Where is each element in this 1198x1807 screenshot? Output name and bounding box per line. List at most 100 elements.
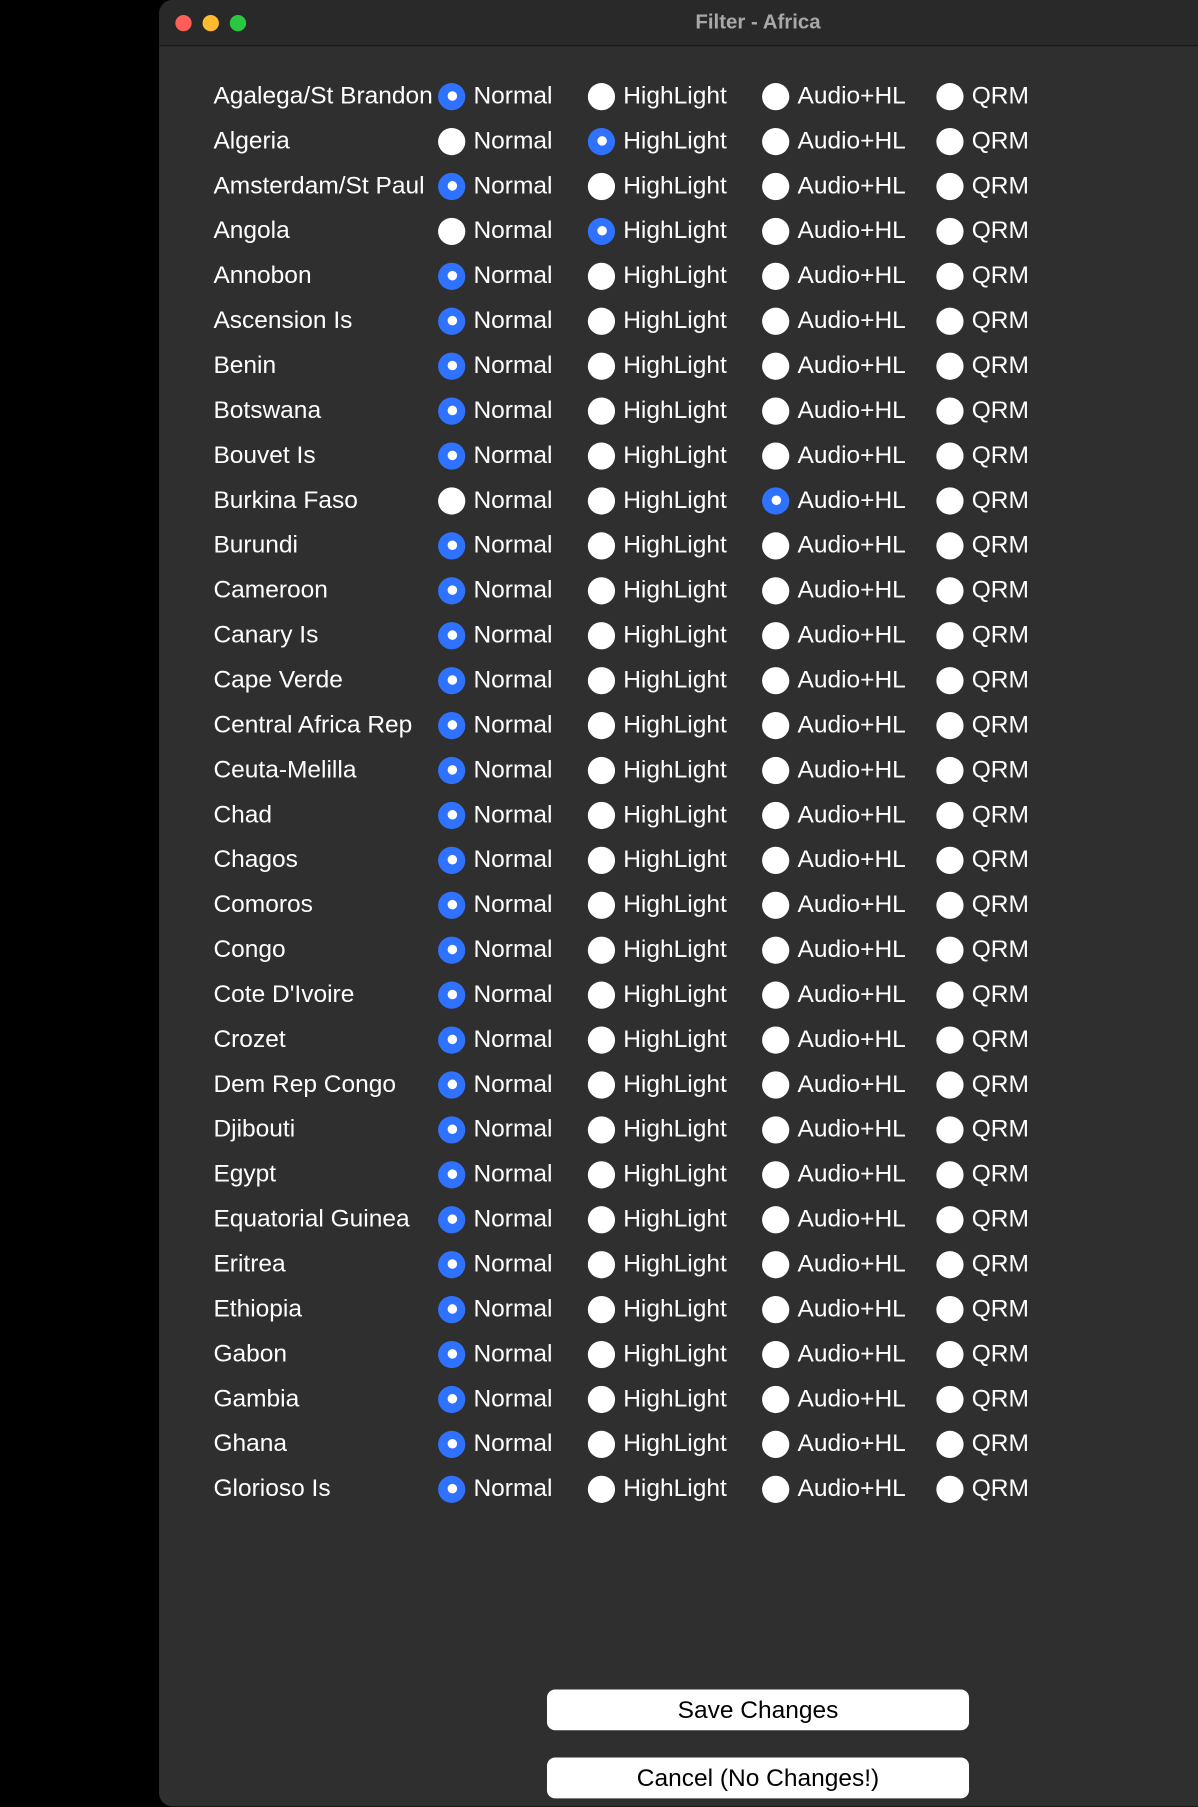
radio-normal-icon[interactable] — [438, 1430, 465, 1457]
radio-qrm-icon[interactable] — [936, 1475, 963, 1502]
option-qrm[interactable]: QRM — [936, 800, 1039, 829]
option-normal[interactable]: Normal — [438, 486, 574, 515]
option-highlight[interactable]: HighLight — [588, 890, 749, 919]
radio-audio-icon[interactable] — [762, 936, 789, 963]
radio-normal-icon[interactable] — [438, 397, 465, 424]
option-audio[interactable]: Audio+HL — [762, 1385, 923, 1414]
radio-audio-icon[interactable] — [762, 1116, 789, 1143]
radio-audio-icon[interactable] — [762, 397, 789, 424]
option-qrm[interactable]: QRM — [936, 845, 1039, 874]
radio-qrm-icon[interactable] — [936, 397, 963, 424]
radio-highlight-icon[interactable] — [588, 801, 615, 828]
option-audio[interactable]: Audio+HL — [762, 82, 923, 111]
option-normal[interactable]: Normal — [438, 127, 574, 156]
option-audio[interactable]: Audio+HL — [762, 1115, 923, 1144]
radio-normal-icon[interactable] — [438, 621, 465, 648]
option-highlight[interactable]: HighLight — [588, 1160, 749, 1189]
option-normal[interactable]: Normal — [438, 1160, 574, 1189]
radio-normal-icon[interactable] — [438, 711, 465, 738]
option-normal[interactable]: Normal — [438, 756, 574, 785]
radio-qrm-icon[interactable] — [936, 262, 963, 289]
radio-audio-icon[interactable] — [762, 801, 789, 828]
option-highlight[interactable]: HighLight — [588, 621, 749, 650]
option-normal[interactable]: Normal — [438, 1250, 574, 1279]
radio-highlight-icon[interactable] — [588, 981, 615, 1008]
option-highlight[interactable]: HighLight — [588, 531, 749, 560]
option-qrm[interactable]: QRM — [936, 1250, 1039, 1279]
radio-highlight-icon[interactable] — [588, 756, 615, 783]
close-icon[interactable] — [175, 14, 191, 30]
option-highlight[interactable]: HighLight — [588, 486, 749, 515]
radio-qrm-icon[interactable] — [936, 1071, 963, 1098]
option-highlight[interactable]: HighLight — [588, 1474, 749, 1503]
radio-qrm-icon[interactable] — [936, 711, 963, 738]
radio-qrm-icon[interactable] — [936, 127, 963, 154]
option-qrm[interactable]: QRM — [936, 1160, 1039, 1189]
radio-highlight-icon[interactable] — [588, 172, 615, 199]
option-audio[interactable]: Audio+HL — [762, 980, 923, 1009]
option-audio[interactable]: Audio+HL — [762, 127, 923, 156]
radio-audio-icon[interactable] — [762, 666, 789, 693]
minimize-icon[interactable] — [203, 14, 219, 30]
radio-highlight-icon[interactable] — [588, 397, 615, 424]
option-normal[interactable]: Normal — [438, 396, 574, 425]
option-normal[interactable]: Normal — [438, 306, 574, 335]
option-normal[interactable]: Normal — [438, 800, 574, 829]
radio-highlight-icon[interactable] — [588, 1205, 615, 1232]
option-normal[interactable]: Normal — [438, 216, 574, 245]
option-qrm[interactable]: QRM — [936, 441, 1039, 470]
radio-audio-icon[interactable] — [762, 442, 789, 469]
option-audio[interactable]: Audio+HL — [762, 261, 923, 290]
radio-highlight-icon[interactable] — [588, 442, 615, 469]
radio-audio-icon[interactable] — [762, 127, 789, 154]
option-audio[interactable]: Audio+HL — [762, 1474, 923, 1503]
radio-qrm-icon[interactable] — [936, 1116, 963, 1143]
radio-normal-icon[interactable] — [438, 307, 465, 334]
option-qrm[interactable]: QRM — [936, 1429, 1039, 1458]
radio-normal-icon[interactable] — [438, 82, 465, 109]
radio-qrm-icon[interactable] — [936, 621, 963, 648]
radio-normal-icon[interactable] — [438, 442, 465, 469]
option-qrm[interactable]: QRM — [936, 1070, 1039, 1099]
radio-audio-icon[interactable] — [762, 1385, 789, 1412]
option-highlight[interactable]: HighLight — [588, 935, 749, 964]
option-normal[interactable]: Normal — [438, 1070, 574, 1099]
option-highlight[interactable]: HighLight — [588, 1025, 749, 1054]
option-qrm[interactable]: QRM — [936, 890, 1039, 919]
radio-highlight-icon[interactable] — [588, 577, 615, 604]
radio-qrm-icon[interactable] — [936, 981, 963, 1008]
radio-qrm-icon[interactable] — [936, 172, 963, 199]
option-qrm[interactable]: QRM — [936, 1295, 1039, 1324]
option-qrm[interactable]: QRM — [936, 621, 1039, 650]
radio-audio-icon[interactable] — [762, 577, 789, 604]
option-normal[interactable]: Normal — [438, 1340, 574, 1369]
radio-highlight-icon[interactable] — [588, 711, 615, 738]
option-audio[interactable]: Audio+HL — [762, 351, 923, 380]
option-highlight[interactable]: HighLight — [588, 1070, 749, 1099]
option-normal[interactable]: Normal — [438, 172, 574, 201]
option-normal[interactable]: Normal — [438, 1385, 574, 1414]
radio-normal-icon[interactable] — [438, 1071, 465, 1098]
radio-audio-icon[interactable] — [762, 172, 789, 199]
option-normal[interactable]: Normal — [438, 576, 574, 605]
radio-audio-icon[interactable] — [762, 262, 789, 289]
option-highlight[interactable]: HighLight — [588, 82, 749, 111]
radio-audio-icon[interactable] — [762, 532, 789, 559]
option-qrm[interactable]: QRM — [936, 82, 1039, 111]
option-audio[interactable]: Audio+HL — [762, 845, 923, 874]
option-highlight[interactable]: HighLight — [588, 1385, 749, 1414]
option-audio[interactable]: Audio+HL — [762, 216, 923, 245]
option-qrm[interactable]: QRM — [936, 127, 1039, 156]
option-qrm[interactable]: QRM — [936, 1385, 1039, 1414]
option-qrm[interactable]: QRM — [936, 351, 1039, 380]
radio-qrm-icon[interactable] — [936, 756, 963, 783]
radio-audio-icon[interactable] — [762, 1250, 789, 1277]
radio-qrm-icon[interactable] — [936, 217, 963, 244]
radio-normal-icon[interactable] — [438, 846, 465, 873]
option-normal[interactable]: Normal — [438, 890, 574, 919]
radio-normal-icon[interactable] — [438, 172, 465, 199]
option-audio[interactable]: Audio+HL — [762, 576, 923, 605]
radio-audio-icon[interactable] — [762, 891, 789, 918]
option-normal[interactable]: Normal — [438, 1025, 574, 1054]
option-normal[interactable]: Normal — [438, 1474, 574, 1503]
